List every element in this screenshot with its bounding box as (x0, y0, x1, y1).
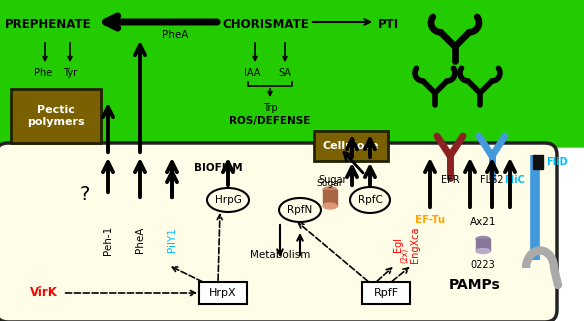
Ellipse shape (323, 187, 337, 193)
Ellipse shape (279, 198, 321, 222)
Text: PilY1: PilY1 (167, 228, 177, 252)
Bar (476, 239, 490, 251)
Text: Egl: Egl (393, 238, 403, 253)
Text: Trp: Trp (263, 103, 277, 113)
FancyBboxPatch shape (362, 282, 410, 304)
Text: ROS/DEFENSE: ROS/DEFENSE (230, 116, 311, 126)
Bar (533, 155, 543, 169)
Text: Sugar: Sugar (318, 175, 346, 185)
Text: Peh-1: Peh-1 (103, 225, 113, 255)
FancyBboxPatch shape (199, 282, 247, 304)
Text: VirK: VirK (30, 287, 58, 299)
Text: Phe: Phe (34, 68, 52, 78)
Text: IAA: IAA (244, 68, 260, 78)
Ellipse shape (350, 187, 390, 213)
Bar (323, 190, 337, 206)
Ellipse shape (323, 203, 337, 209)
Ellipse shape (207, 188, 249, 212)
FancyBboxPatch shape (314, 131, 388, 161)
Text: ?: ? (80, 186, 90, 204)
Text: PTI: PTI (378, 18, 399, 31)
Text: Cellulose: Cellulose (323, 141, 379, 151)
Text: RpfF: RpfF (373, 288, 398, 298)
Ellipse shape (476, 248, 490, 254)
Bar (0, 0, 584, 150)
Text: CHORISMATE: CHORISMATE (222, 18, 309, 31)
Text: 0223: 0223 (471, 260, 495, 270)
Bar (0, 148, 584, 321)
Text: EFR: EFR (441, 175, 459, 185)
Text: PheA: PheA (135, 227, 145, 253)
Text: RpfC: RpfC (357, 195, 383, 205)
Text: FLS2: FLS2 (480, 175, 504, 185)
Text: FliD: FliD (546, 157, 568, 167)
Text: EngXca: EngXca (410, 227, 420, 263)
Text: PAMPs: PAMPs (449, 278, 501, 292)
Text: PREPHENATE: PREPHENATE (5, 18, 92, 31)
FancyBboxPatch shape (11, 89, 101, 143)
Text: EF-Tu: EF-Tu (415, 215, 445, 225)
Text: Pectic
polymers: Pectic polymers (27, 105, 85, 127)
Ellipse shape (476, 237, 490, 241)
Text: Ax21: Ax21 (470, 217, 496, 227)
FancyBboxPatch shape (0, 143, 557, 321)
Text: Metabolism: Metabolism (250, 250, 310, 260)
Text: RpfN: RpfN (287, 205, 312, 215)
Text: SA: SA (279, 68, 291, 78)
Text: (2x): (2x) (401, 247, 409, 263)
Text: PheA: PheA (162, 30, 188, 40)
Text: HrpG: HrpG (214, 195, 241, 205)
Text: Sugar: Sugar (317, 179, 343, 188)
Text: HrpX: HrpX (209, 288, 237, 298)
Text: Tyr: Tyr (63, 68, 77, 78)
Text: FliC: FliC (504, 175, 525, 185)
Bar (0, 148, 584, 170)
Text: BIOFILM: BIOFILM (194, 163, 242, 173)
